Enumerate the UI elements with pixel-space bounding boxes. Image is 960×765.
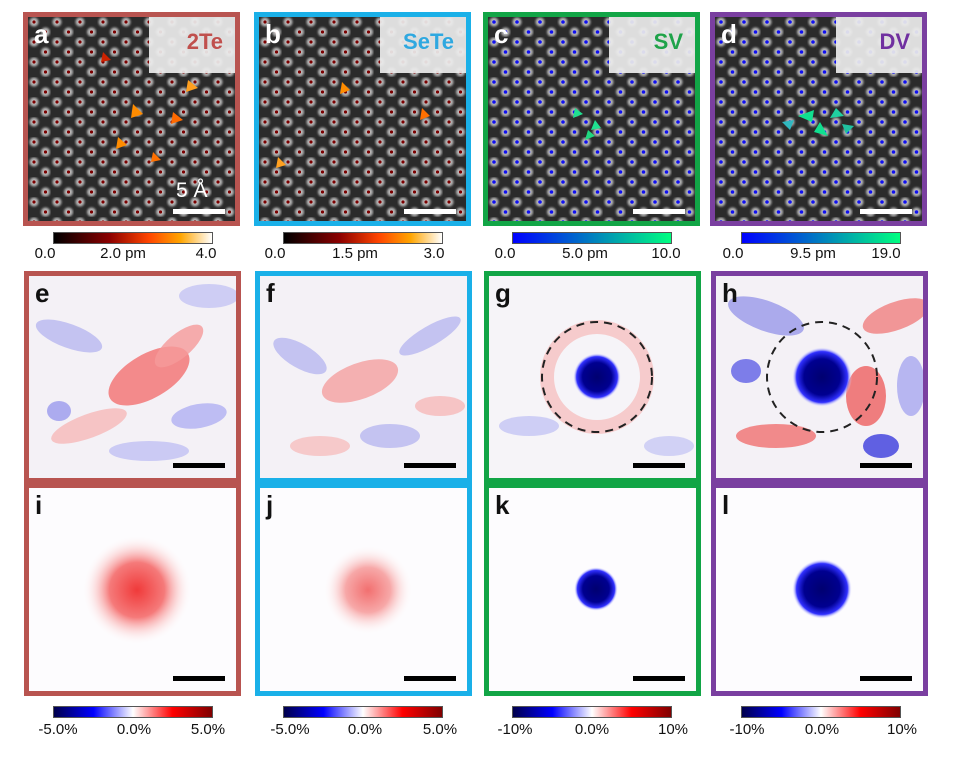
panel-l: l — [711, 483, 928, 696]
colorbar-tick: -10% — [497, 721, 533, 738]
panel-letter: d — [721, 19, 737, 49]
strain-map-f — [273, 316, 465, 456]
tag-box: SV — [609, 17, 695, 73]
panel-letter: e — [35, 278, 50, 308]
arrow-overlay-d — [782, 108, 854, 136]
tag-box: DV — [836, 17, 922, 73]
colorbar-tick: 2.0 pm — [100, 245, 146, 262]
strain-map-g — [499, 320, 694, 456]
panel-h: h — [711, 271, 928, 483]
scale-bar — [860, 209, 912, 214]
arrow-overlay-a — [101, 52, 198, 162]
colorbar-tick: 10.0 — [651, 245, 681, 262]
panel-letter: k — [495, 490, 510, 520]
defect-tag: SeTe — [403, 29, 454, 54]
colorbar-tick: 10% — [657, 721, 689, 738]
colorbar-k — [512, 706, 672, 718]
colorbar-tick: 19.0 — [871, 245, 901, 262]
colorbar-tick: 5.0% — [422, 721, 458, 738]
scale-bar — [860, 676, 912, 681]
colorbar-c — [512, 232, 672, 244]
colorbar-j — [283, 706, 443, 718]
panel-letter: f — [266, 278, 275, 308]
colorbar-tick: 4.0 — [195, 245, 217, 262]
colorbar-tick: -10% — [729, 721, 765, 738]
arrow-overlay-c — [573, 108, 601, 140]
sim-map-l — [792, 559, 852, 619]
arrow-overlay-b — [276, 82, 430, 168]
colorbar-b — [283, 232, 443, 244]
colorbar-tick: 5.0 pm — [562, 245, 608, 262]
colorbar-tick: 5.0% — [190, 721, 226, 738]
sim-map-k — [574, 567, 618, 611]
colorbar-tick: 0.0 — [34, 245, 56, 262]
scale-bar — [633, 463, 685, 468]
scale-bar — [404, 209, 456, 214]
scale-bar — [633, 676, 685, 681]
strain-map-e — [35, 284, 236, 461]
panel-letter: l — [722, 490, 730, 520]
panel-letter: h — [722, 278, 738, 308]
colorbar-i — [53, 706, 213, 718]
panel-e: e — [24, 271, 241, 483]
colorbar-l — [741, 706, 901, 718]
panel-letter: g — [495, 278, 511, 308]
colorbar-tick: 0.0% — [574, 721, 610, 738]
colorbar-d — [741, 232, 901, 244]
panel-letter: i — [35, 490, 43, 520]
colorbar-tick: 0.0% — [347, 721, 383, 738]
colorbar-tick: 10% — [886, 721, 918, 738]
tag-box: SeTe — [380, 17, 466, 73]
panel-c: SV c — [483, 12, 700, 226]
panel-letter: j — [266, 490, 274, 520]
scale-bar — [860, 463, 912, 468]
panel-letter: c — [494, 19, 509, 49]
scale-label: 5 Å — [176, 179, 208, 202]
defect-tag: DV — [879, 29, 910, 54]
strain-map-h — [728, 296, 923, 458]
colorbar-tick: 0.0% — [116, 721, 152, 738]
panel-letter: a — [34, 19, 49, 49]
scale-bar — [633, 209, 685, 214]
panel-k: k — [484, 483, 701, 696]
colorbar-tick: 0.0 — [264, 245, 286, 262]
panel-d: DV d — [710, 12, 927, 226]
colorbar-tick: 0.0 — [722, 245, 744, 262]
panel-f: f — [255, 271, 472, 483]
panel-j: j — [255, 483, 472, 696]
defect-tag: SV — [653, 29, 683, 54]
scale-bar — [173, 676, 225, 681]
scale-bar — [404, 676, 456, 681]
scale-bar — [404, 463, 456, 468]
colorbar-tick: 0.0% — [804, 721, 840, 738]
colorbar-tick: 0.0 — [494, 245, 516, 262]
colorbar-tick: 3.0 — [423, 245, 445, 262]
defect-tag: 2Te — [186, 29, 223, 54]
panel-a: 2Te a 5 Å — [23, 12, 240, 226]
colorbar-tick: -5.0% — [270, 721, 310, 738]
colorbar-tick: 1.5 pm — [332, 245, 378, 262]
colorbar-tick: -5.0% — [38, 721, 78, 738]
colorbar-tick: 9.5 pm — [790, 245, 836, 262]
panel-letter: b — [265, 19, 281, 49]
sim-map-i — [82, 535, 192, 645]
tag-box: 2Te — [149, 17, 235, 73]
panel-g: g — [484, 271, 701, 483]
panel-i: i — [24, 483, 241, 696]
colorbar-a — [53, 232, 213, 244]
scale-bar — [173, 209, 225, 214]
scale-bar — [173, 463, 225, 468]
panel-b: SeTe b — [254, 12, 471, 226]
sim-map-j — [323, 545, 413, 635]
